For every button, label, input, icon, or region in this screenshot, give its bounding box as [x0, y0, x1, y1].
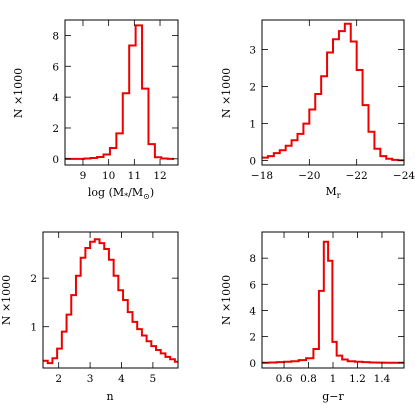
ylabel-absolute-magnitude: N ×1000 [220, 68, 233, 118]
x-tick-label: 9 [80, 170, 87, 182]
histogram-line [65, 24, 175, 160]
x-tick-label: 1.2 [349, 373, 366, 385]
y-tick-label: 3 [249, 45, 256, 57]
y-tick-label: 6 [249, 279, 256, 291]
x-tick-label: 1.4 [374, 373, 391, 385]
histogram-color [262, 240, 404, 364]
x-tick-label: −24 [393, 170, 415, 182]
y-tick-label: 8 [52, 30, 59, 42]
xlabel-sersic-index: n [106, 390, 113, 403]
y-tick-label: 8 [249, 253, 256, 265]
panel-sersic-index: 2 3 4 5 1 2 n N ×1000 [0, 231, 179, 403]
histogram-line [43, 238, 178, 365]
x-tick-label: −22 [346, 170, 368, 182]
xlabel-absolute-magnitude: Mr [325, 185, 340, 200]
y-tick-label: 0 [249, 156, 256, 168]
panel-stellar-mass: 9 10 11 12 0 2 4 6 8 log (M*/M⊙) N ×1000 [12, 19, 179, 201]
y-tick-label: 0 [249, 358, 256, 370]
y-tick-label: 2 [249, 332, 256, 344]
y-tick-label: 4 [249, 305, 256, 317]
y-tick-label: 1 [249, 119, 256, 131]
ticks-sersic-index: 2 3 4 5 1 2 [30, 232, 178, 385]
x-tick-label: 3 [87, 373, 94, 385]
x-tick-label: 0.6 [276, 373, 293, 385]
x-tick-label: 5 [150, 373, 157, 385]
x-tick-label: −20 [298, 170, 320, 182]
x-tick-label: 10 [102, 170, 115, 182]
ticks-absolute-magnitude: −18 −20 −22 −24 0 1 2 3 [249, 20, 415, 182]
x-tick-label: 4 [118, 373, 125, 385]
ticks-color: 0.6 0.8 1 1.2 1.4 0 2 4 6 8 [249, 232, 404, 385]
y-tick-label: 0 [52, 154, 59, 166]
y-tick-label: 2 [52, 123, 59, 135]
ylabel-sersic-index: N ×1000 [0, 275, 13, 325]
axis-frame-absolute-magnitude [261, 19, 405, 166]
y-tick-label: 2 [30, 273, 37, 285]
x-tick-label: −18 [251, 170, 273, 182]
y-tick-label: 1 [30, 322, 37, 334]
ylabel-color: N ×1000 [220, 275, 233, 325]
xlabel-color: g−r [322, 390, 344, 403]
axis-frame-sersic-index [42, 231, 179, 369]
histogram-sersic-index [43, 238, 178, 365]
histogram-line [262, 22, 404, 162]
panel-color: 0.6 0.8 1 1.2 1.4 0 2 4 6 8 g−r N ×1000 [220, 231, 405, 403]
x-tick-label: 0.8 [300, 373, 317, 385]
histogram-stellar-mass [65, 24, 175, 160]
axis-frame-stellar-mass [64, 19, 179, 166]
panel-absolute-magnitude: −18 −20 −22 −24 0 1 2 3 Mr N ×1000 [220, 19, 415, 200]
xlabel-stellar-mass: log (M*/M⊙) [88, 186, 154, 201]
y-tick-label: 2 [249, 82, 256, 94]
x-tick-label: 2 [55, 373, 62, 385]
ticks-stellar-mass: 9 10 11 12 0 2 4 6 8 [52, 20, 178, 182]
y-tick-label: 4 [52, 92, 59, 104]
histogram-absolute-magnitude [262, 22, 404, 162]
y-tick-label: 6 [52, 61, 59, 73]
ylabel-stellar-mass: N ×1000 [12, 68, 25, 118]
histogram-line [262, 240, 404, 364]
x-tick-label: 1 [330, 373, 337, 385]
x-tick-label: 12 [153, 170, 166, 182]
x-tick-label: 11 [128, 170, 141, 182]
